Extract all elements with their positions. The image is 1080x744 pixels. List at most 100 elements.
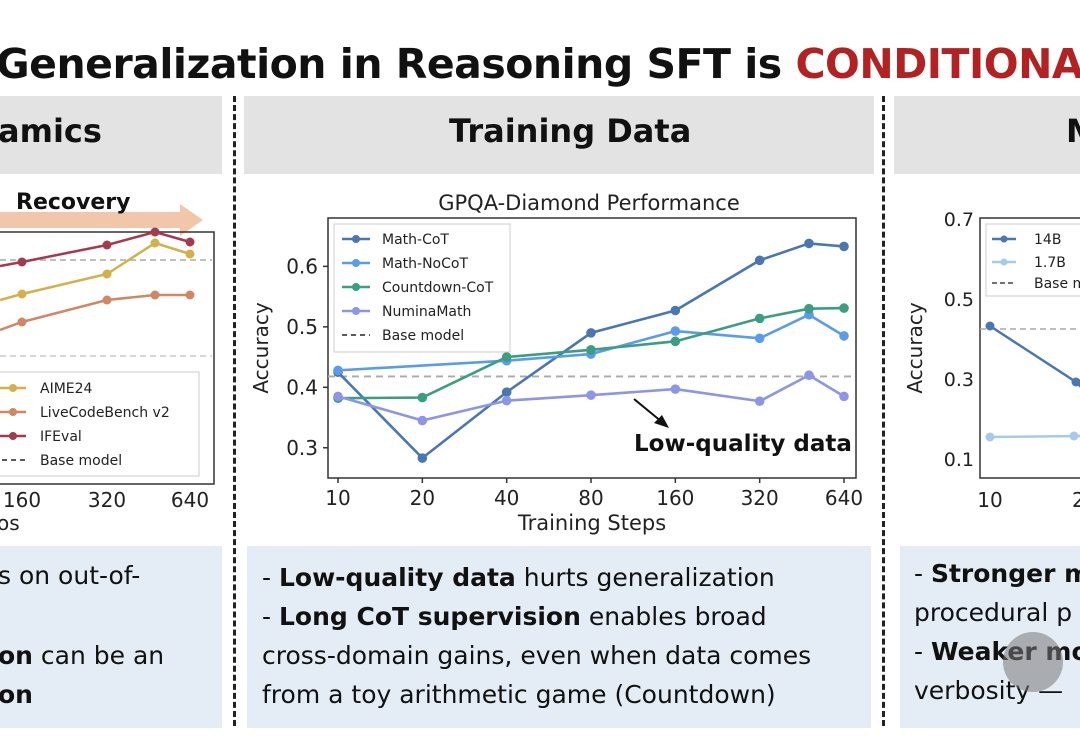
y-tick-label: 0.3: [286, 436, 318, 460]
right-ytick: 0.5: [944, 289, 974, 311]
legend-marker-numinamath: [352, 307, 360, 315]
data-point-countdown-cot: [670, 336, 681, 347]
left-lcb-line: [0, 293, 190, 332]
annotation-low-quality: Low-quality data: [634, 431, 852, 457]
series-line-numinamath: [337, 373, 845, 422]
data-point-math-nocot: [839, 331, 849, 341]
y-tick-label: 0.6: [286, 254, 318, 278]
middle-panel-header-band: [244, 96, 874, 174]
right-legend-1-7b-dot: [1000, 258, 1008, 266]
series-group: [333, 238, 849, 463]
y-tick-label: 0.4: [286, 375, 318, 399]
divider-right: [882, 96, 885, 726]
right-xtick: 10: [977, 488, 1002, 512]
left-ifeval-point: [17, 257, 27, 267]
right-14b-point: [985, 321, 995, 331]
y-axis-label: Accuracy: [249, 302, 273, 393]
annotation-arrow: [633, 398, 663, 423]
middle-summary-line: from a toy arithmetic game (Countdown): [262, 680, 776, 709]
data-point-math-cot: [417, 453, 428, 463]
data-point-numinamath: [586, 390, 596, 400]
data-point-numinamath: [839, 391, 849, 402]
legend: Math-CoT Math-NoCoT Countdown-CoT NuminaMat…: [333, 223, 511, 353]
data-point-math-cot: [754, 255, 765, 266]
legend-label-math-nocot: Math-NoCoT: [382, 256, 468, 272]
left-summary-line: on can be an: [0, 641, 165, 670]
data-point-math-cot: [839, 241, 849, 252]
left-ifeval-line: [0, 230, 191, 268]
left-aime-line: [0, 241, 191, 302]
left-panel-header: amics: [0, 112, 102, 150]
left-lcb-point: [185, 290, 195, 300]
left-plot-frame: [0, 231, 215, 485]
x-tick-label: 640: [825, 486, 863, 510]
divider-left: [233, 96, 236, 726]
data-point-numinamath: [754, 396, 765, 407]
x-axis-label: Training Steps: [517, 511, 666, 535]
series-line-math-cot: [337, 242, 845, 460]
right-y-axis-label: Accuracy: [903, 302, 927, 393]
recovery-label: Recovery: [16, 190, 130, 215]
data-point-countdown-cot: [804, 303, 814, 314]
middle-summary-line: - Low-quality data hurts generalization: [262, 563, 775, 592]
x-axis: 10 20 40 80 160 320 640: [325, 478, 863, 510]
left-chart: Recovery AIME24 LiveCodeBench v2 IFEval …: [0, 190, 215, 535]
right-summary-line: - Stronger m: [914, 559, 1080, 588]
left-xtick: 320: [88, 488, 126, 512]
data-point-numinamath: [417, 415, 428, 426]
x-tick-label: 40: [494, 486, 519, 510]
data-point-numinamath: [804, 370, 814, 381]
right-legend-14b: 14B: [1034, 232, 1061, 248]
legend-marker-math-nocot: [352, 259, 360, 267]
left-legend-lcb: LiveCodeBench v2: [40, 405, 170, 421]
data-point-numinamath: [670, 384, 681, 394]
data-point-numinamath: [501, 395, 512, 406]
data-point-math-cot: [501, 387, 512, 397]
right-legend-1-7b: 1.7B: [1034, 255, 1066, 271]
x-tick-label: 20: [410, 486, 435, 510]
left-aime-point: [17, 289, 27, 299]
slide-title: Generalization in Reasoning SFT is CONDI…: [0, 40, 1080, 88]
middle-summary-line: cross-domain gains, even when data comes: [262, 641, 812, 670]
data-point-countdown-cot: [754, 313, 765, 324]
data-point-math-nocot: [670, 326, 681, 336]
left-lcb-point: [102, 295, 112, 305]
x-tick-label: 80: [578, 486, 603, 510]
x-tick-label: 160: [656, 486, 694, 510]
slide-title-accent: CONDITIONAL: [795, 40, 1080, 88]
gpqa-chart: GPQA-Diamond Performance 0.3 0.4 0.5 0.6 10…: [249, 191, 863, 535]
right-ytick: 0.1: [944, 449, 974, 471]
floating-overlay-button[interactable]: [1003, 632, 1063, 692]
data-point-countdown-cot: [501, 352, 512, 362]
x-tick-label: 10: [325, 486, 350, 510]
data-point-countdown-cot: [586, 345, 596, 355]
right-plot-frame: [979, 217, 1080, 479]
right-1-7b-line: [989, 434, 1080, 439]
left-aime-point: [150, 238, 160, 248]
left-ifeval-point: [185, 237, 195, 247]
left-legend-ifeval: IFEval: [40, 429, 82, 445]
left-ifeval-point: [150, 227, 160, 237]
left-legend-base: Base model: [40, 453, 122, 469]
left-legend-box: [0, 371, 200, 477]
left-legend-lcb-dot: [9, 408, 17, 416]
plot-frame: [327, 217, 857, 479]
left-ifeval-point: [102, 240, 112, 250]
y-axis: 0.3 0.4 0.5 0.6: [286, 254, 328, 460]
right-1-7b-point: [1069, 431, 1079, 441]
legend-label-math-cot: Math-CoT: [382, 232, 449, 248]
data-point-math-cot: [670, 305, 681, 316]
left-aime-point: [185, 249, 195, 259]
left-legend-aime: AIME24: [40, 381, 93, 397]
data-point-math-nocot: [754, 333, 765, 344]
legend-marker-math-cot: [352, 235, 360, 243]
data-point-math-cot: [804, 238, 814, 249]
left-summary-line: s on out-of-: [0, 561, 141, 590]
legend-label-countdown-cot: Countdown-CoT: [382, 280, 494, 296]
data-point-math-nocot: [333, 365, 343, 376]
right-legend-14b-dot: [1000, 235, 1008, 243]
left-lcb-point: [17, 317, 27, 327]
right-ytick: 0.7: [944, 209, 974, 231]
y-tick-label: 0.5: [286, 315, 318, 339]
left-summary-box: [0, 546, 222, 728]
